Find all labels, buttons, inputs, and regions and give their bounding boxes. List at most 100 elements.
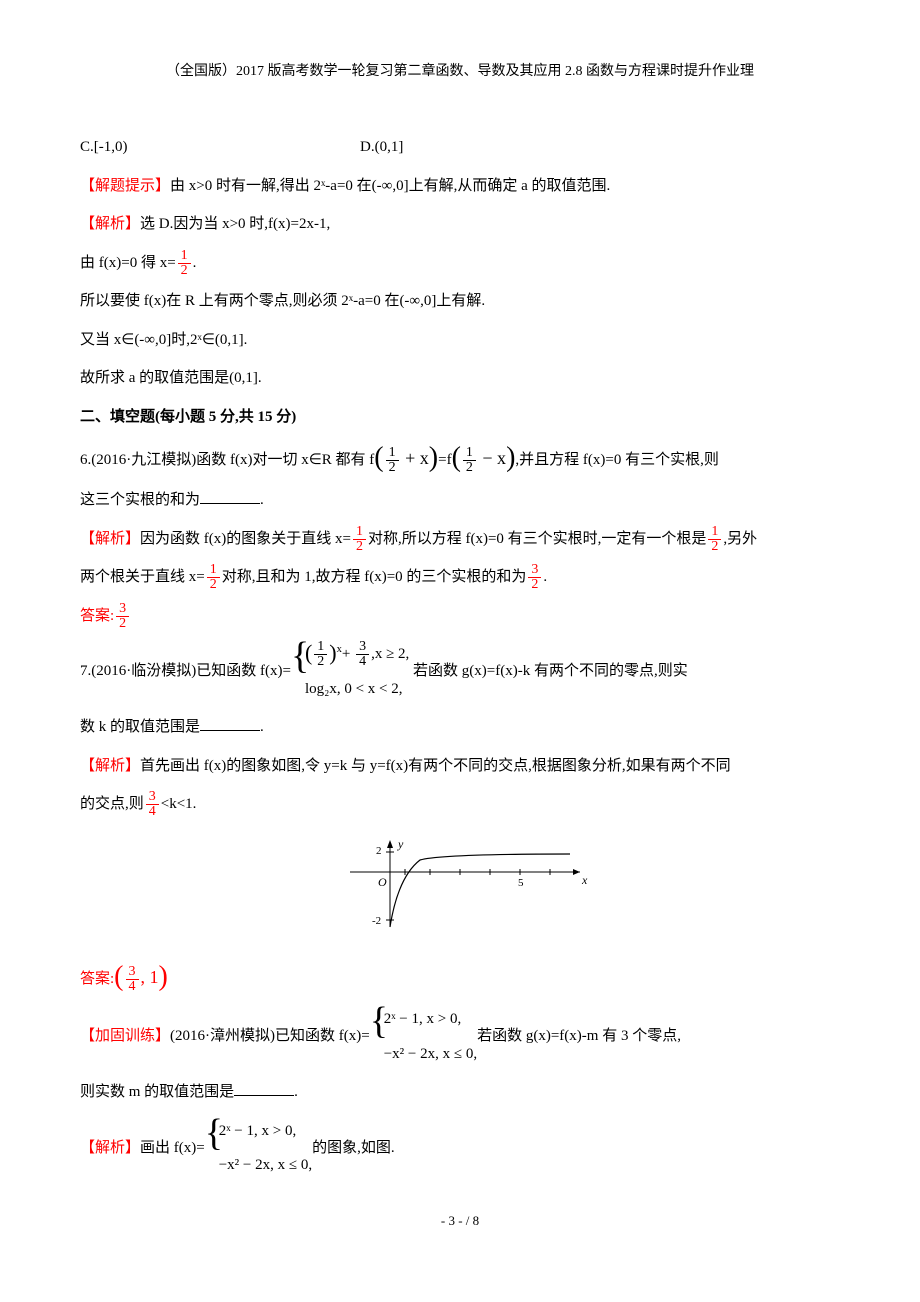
q7-ana-2: 的交点,则34<k<1. [80, 787, 840, 822]
analysis-3: 所以要使 f(x)在 R 上有两个零点,则必须 2ˣ-a=0 在(-∞,0]上有… [80, 284, 840, 319]
q7-l2: 数 k 的取值范围是 [80, 719, 200, 735]
q7-ana: 首先画出 f(x)的图象如图,令 y=k 与 y=f(x)有两个不同的交点,根据… [140, 758, 731, 774]
frac-3-4: 34 [146, 790, 159, 819]
lparen-icon-3: ( [114, 966, 123, 988]
q6-mid: =f [438, 452, 451, 468]
q7-line1: 7.(2016·临汾模拟)已知函数 f(x)= { (12)x+ 34,x ≥ … [80, 637, 840, 706]
frac-half-1: 12 [178, 249, 191, 278]
q6-post: ,并且方程 f(x)=0 有三个实根,则 [515, 452, 718, 468]
frac-3-2: 32 [528, 563, 541, 592]
q6-ana-1: 【解析】因为函数 f(x)的图象关于直线 x=12对称,所以方程 f(x)=0 … [80, 522, 840, 557]
piecewise-row-4: −x² − 2x, x ≤ 0, [384, 1046, 477, 1062]
graph-svg: y x O 2 -2 5 [330, 832, 590, 942]
q7-ana2-pre: 的交点,则 [80, 796, 144, 812]
a2-pre: 由 f(x)=0 得 x= [80, 255, 176, 271]
q6-ana2-pre: 两个根关于直线 x= [80, 569, 205, 585]
rparen-icon: ) [429, 447, 438, 469]
tip-label: 【解题提示】 [80, 178, 170, 194]
section-2-title: 二、填空题(每小题 5 分,共 15 分) [80, 400, 840, 435]
piecewise-row-1: (12)x+ 34,x ≥ 2, [305, 646, 409, 662]
blank-1 [200, 488, 260, 504]
analysis-2: 由 f(x)=0 得 x=12. [80, 246, 840, 281]
x-tick-5: 5 [518, 877, 524, 889]
page-footer: - 3 - / 8 [80, 1213, 840, 1229]
analysis-5: 故所求 a 的取值范围是(0,1]. [80, 361, 840, 396]
frac-half-3: 12 [463, 446, 476, 475]
frac-half-4: 12 [353, 525, 366, 554]
answer-label-2: 答案: [80, 971, 114, 987]
q6-ana-post: ,另外 [723, 531, 757, 547]
a2-post: . [193, 255, 197, 271]
q7-line2: 数 k 的取值范围是. [80, 710, 840, 745]
q6-line2: 这三个实根的和为. [80, 483, 840, 518]
extra-ana-pre: 画出 f(x)= [140, 1140, 205, 1156]
graph: y x O 2 -2 5 [80, 832, 840, 947]
tip-line: 【解题提示】由 x>0 时有一解,得出 2ˣ-a=0 在(-∞,0]上有解,从而… [80, 169, 840, 204]
frac-3-2-ans: 32 [116, 602, 129, 631]
o-label: O [378, 875, 387, 889]
lparen-icon: ( [374, 447, 383, 469]
q7-l2-post: . [260, 719, 264, 735]
choices-row: C.[-1,0) D.(0,1] [80, 130, 840, 165]
frac-3-4-ans: 34 [126, 965, 139, 994]
q7-answer: 答案:(34, 1) [80, 957, 840, 998]
extra-l2-post: . [294, 1084, 298, 1100]
y-label: y [397, 837, 404, 851]
extra-l2: 则实数 m 的取值范围是 [80, 1084, 234, 1100]
plus-x: + x [401, 448, 429, 468]
page-header: （全国版）2017 版高考数学一轮复习第二章函数、导数及其应用 2.8 函数与方… [80, 60, 840, 80]
q6-ana-mid: 对称,所以方程 f(x)=0 有三个实根时,一定有一个根是 [368, 531, 706, 547]
q6-l2: 这三个实根的和为 [80, 492, 200, 508]
q6-ana-pre: 因为函数 f(x)的图象关于直线 x= [140, 531, 351, 547]
piecewise-row-6: −x² − 2x, x ≤ 0, [219, 1157, 312, 1173]
piecewise-row-3: 2ˣ − 1, x > 0, [384, 1011, 462, 1027]
piecewise-3: { 2ˣ − 1, x > 0, −x² − 2x, x ≤ 0, [205, 1114, 312, 1183]
analysis-4: 又当 x∈(-∞,0]时,2ˣ∈(0,1]. [80, 323, 840, 358]
piecewise-2: { 2ˣ − 1, x > 0, −x² − 2x, x ≤ 0, [370, 1002, 477, 1071]
piecewise-row-2: log₂x, 0 < x < 2, [305, 681, 403, 697]
q6-answer: 答案:32 [80, 599, 840, 634]
extra-line1: 【加固训练】(2016·漳州模拟)已知函数 f(x)= { 2ˣ − 1, x … [80, 1002, 840, 1071]
q6-ana2-mid: 对称,且和为 1,故方程 f(x)=0 的三个实根的和为 [222, 569, 527, 585]
rparen-icon-3: ) [159, 966, 168, 988]
analysis-label-4: 【解析】 [80, 1140, 140, 1156]
minus-x: − x [478, 448, 506, 468]
piecewise-1: { (12)x+ 34,x ≥ 2, log₂x, 0 < x < 2, [291, 637, 409, 706]
brace-icon-3: { [205, 1114, 223, 1183]
analysis-label: 【解析】 [80, 216, 140, 232]
frac-half-5: 12 [708, 525, 721, 554]
a1: 选 D.因为当 x>0 时,f(x)=2x-1, [140, 216, 330, 232]
choice-c: C.[-1,0) [80, 130, 360, 165]
extra-post: 若函数 g(x)=f(x)-m 有 3 个零点, [477, 1028, 681, 1044]
q7-ana2-post: <k<1. [161, 796, 197, 812]
y-tick-2: 2 [376, 845, 382, 857]
q6-pre: 6.(2016·九江模拟)函数 f(x)对一切 x∈R 都有 f [80, 452, 374, 468]
q7-ana-1: 【解析】首先画出 f(x)的图象如图,令 y=k 与 y=f(x)有两个不同的交… [80, 749, 840, 784]
extra-pre: (2016·漳州模拟)已知函数 f(x)= [170, 1028, 370, 1044]
frac-half-6: 12 [207, 563, 220, 592]
q7-post: 若函数 g(x)=f(x)-k 有两个不同的零点,则实 [413, 663, 688, 679]
extra-ana-post: 的图象,如图. [312, 1140, 395, 1156]
frac-half-2: 12 [386, 446, 399, 475]
tip-text: 由 x>0 时有一解,得出 2ˣ-a=0 在(-∞,0]上有解,从而确定 a 的… [170, 178, 610, 194]
brace-icon-2: { [370, 1002, 388, 1071]
q7-ans-post: , 1 [141, 967, 159, 987]
blank-3 [234, 1080, 294, 1096]
analysis-label-2: 【解析】 [80, 531, 140, 547]
analysis-1: 【解析】选 D.因为当 x>0 时,f(x)=2x-1, [80, 207, 840, 242]
q7-pre: 7.(2016·临汾模拟)已知函数 f(x)= [80, 663, 291, 679]
extra-label: 【加固训练】 [80, 1028, 170, 1044]
extra-ana: 【解析】画出 f(x)= { 2ˣ − 1, x > 0, −x² − 2x, … [80, 1114, 840, 1183]
q6-ana2-post: . [543, 569, 547, 585]
x-label: x [581, 873, 588, 887]
analysis-label-3: 【解析】 [80, 758, 140, 774]
lparen-icon-2: ( [452, 447, 461, 469]
answer-label-1: 答案: [80, 608, 114, 624]
blank-2 [200, 715, 260, 731]
piecewise-row-5: 2ˣ − 1, x > 0, [219, 1123, 297, 1139]
rparen-icon-2: ) [506, 447, 515, 469]
extra-line2: 则实数 m 的取值范围是. [80, 1075, 840, 1110]
q6-ana-2: 两个根关于直线 x=12对称,且和为 1,故方程 f(x)=0 的三个实根的和为… [80, 560, 840, 595]
choice-d: D.(0,1] [360, 130, 403, 165]
q6-l2-post: . [260, 492, 264, 508]
